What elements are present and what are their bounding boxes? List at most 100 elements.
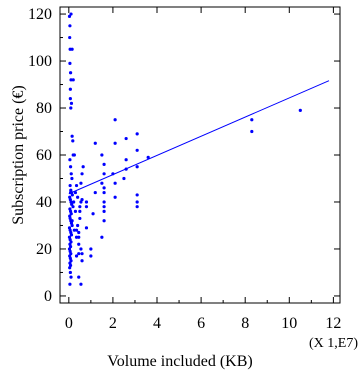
data-point [70,219,74,223]
y-tick-label: 60 [36,147,52,164]
data-point [68,190,73,195]
data-point [73,209,78,213]
data-point [80,172,84,176]
y-tick-label: 20 [36,241,52,258]
data-point [102,200,106,204]
data-point [135,200,139,204]
x-multiplier-label: (X 1,E7) [309,336,358,351]
x-tick-label: 10 [281,315,297,332]
data-point [113,141,117,145]
data-point [68,270,72,275]
data-point [102,172,106,176]
data-point [135,205,139,209]
data-point [79,181,83,185]
x-tick-label: 0 [65,315,73,332]
data-point [77,235,81,239]
data-point [79,247,83,251]
data-point [102,205,106,209]
data-point [102,219,106,223]
data-point [89,247,93,251]
data-point [68,97,72,101]
data-point [135,148,139,152]
data-point [69,275,73,279]
data-point [79,200,83,204]
data-point [135,193,139,197]
y-tick-label: 40 [36,194,52,211]
data-point [146,155,150,159]
data-point [68,61,72,65]
y-axis-label: Subscription price (€) [10,85,27,225]
data-point [124,167,128,171]
data-point [74,228,79,232]
x-tick-label: 4 [153,315,161,332]
data-point [72,153,76,157]
x-tick-label: 6 [197,315,205,332]
data-point [74,183,79,188]
data-point [100,153,104,157]
data-point [135,132,139,136]
data-point [124,136,128,141]
data-point [79,282,83,286]
data-point [250,129,254,134]
data-point [69,172,73,176]
data-point [74,235,79,239]
data-point [80,252,84,256]
data-point [113,118,117,122]
data-point [100,235,104,239]
data-point [135,165,139,169]
data-point [72,228,76,232]
data-point [69,101,74,105]
data-point [70,202,74,206]
trend-line [68,80,330,195]
data-point [81,165,85,169]
data-point [113,181,117,185]
data-point [72,200,76,204]
data-point [77,242,81,246]
data-point [69,78,73,82]
data-point [68,87,72,91]
data-point [69,12,73,16]
data-point [70,193,74,197]
data-point [77,252,81,256]
x-axis-label: Volume included (KB) [107,353,252,370]
data-point [68,35,72,40]
data-point [69,233,74,237]
data-point [68,158,72,162]
x-tick-label: 12 [325,315,341,332]
y-tick-label: 80 [36,100,52,117]
data-point [124,158,128,162]
data-point [77,230,81,235]
data-point [93,190,97,195]
x-tick-label: 8 [241,315,249,332]
data-point [91,212,95,216]
data-point [73,190,78,195]
data-point [122,176,126,181]
x-tick-label: 2 [109,315,117,332]
data-point [84,226,89,230]
data-point [84,200,89,204]
data-point [68,24,72,28]
data-point [68,165,73,169]
data-point [71,78,75,82]
data-point [70,223,74,228]
data-point [102,209,106,213]
data-point [78,209,82,213]
data-point [89,254,93,258]
data-point [74,254,79,258]
data-point [84,205,89,209]
data-point [70,176,74,181]
data-point [69,212,73,216]
data-point [102,186,106,190]
data-point [113,195,117,199]
data-point [68,282,72,286]
data-point [67,14,72,18]
data-point [77,275,81,279]
data-point [68,183,72,188]
data-point [80,259,84,263]
data-point [100,181,104,185]
data-point [76,223,80,228]
data-point [102,190,106,195]
data-point [78,205,82,209]
data-point [111,172,115,176]
